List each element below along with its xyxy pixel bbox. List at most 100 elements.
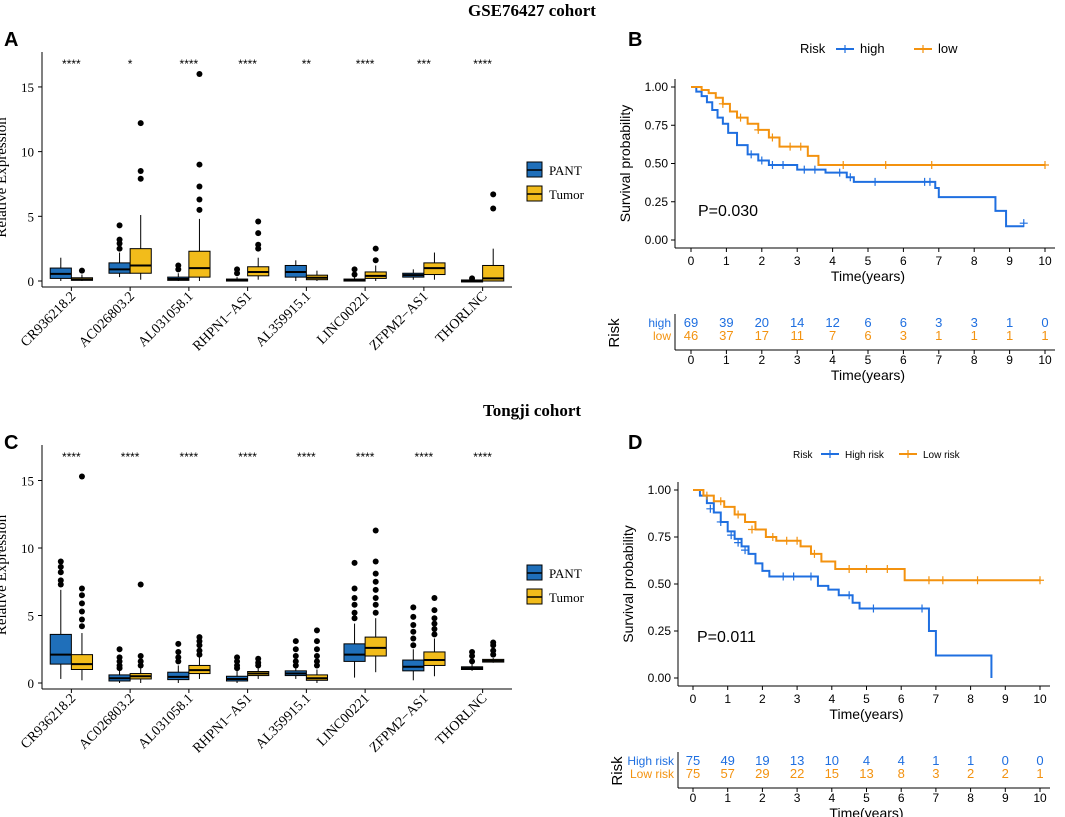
outlier-point — [372, 578, 379, 585]
outlier-point — [78, 616, 85, 623]
risk-count-high: 1 — [932, 753, 939, 768]
x-tick-label: AL359915.1 — [253, 289, 314, 350]
outlier-point — [196, 161, 203, 168]
legend-cross-high — [841, 45, 849, 53]
box-pant — [167, 671, 190, 681]
outlier-point — [372, 527, 379, 534]
risk-x-tick-label: 6 — [898, 791, 905, 805]
survival-curve-low — [691, 86, 1045, 167]
censor-mark-low — [768, 133, 777, 142]
outlier-point — [137, 175, 144, 182]
title-bottom: Tongji cohort — [483, 401, 581, 420]
outlier-point — [490, 205, 497, 212]
outlier-point — [137, 653, 144, 659]
risk-count-low: 57 — [720, 766, 734, 781]
km-x-tick-label: 7 — [935, 254, 942, 268]
outlier-point — [78, 600, 85, 607]
panel-label-c: C — [4, 432, 18, 454]
censor-mark-low — [716, 497, 725, 506]
risk-row-label-high: High risk — [627, 754, 675, 768]
censor-mark-low — [924, 576, 933, 585]
risk-count-high: 3 — [935, 315, 942, 330]
risk-count-high: 69 — [684, 315, 698, 330]
censor-mark-high — [727, 531, 736, 540]
risk-count-low: 3 — [900, 328, 907, 343]
km-x-tick-label: 8 — [967, 692, 974, 706]
outlier-point — [313, 627, 320, 634]
km-x-tick-label: 5 — [865, 254, 872, 268]
risk-count-low: 8 — [898, 766, 905, 781]
censor-mark-high — [757, 156, 766, 165]
box-pant — [343, 643, 366, 662]
x-tick-label: ZFPM2−AS1 — [367, 289, 432, 354]
km-x-tick-label: 2 — [759, 692, 766, 706]
km-x-tick-label: 7 — [933, 692, 940, 706]
censor-mark-high — [706, 504, 715, 513]
outlier-point — [372, 601, 379, 608]
x-tick-label: THORLNC — [433, 289, 490, 346]
significance-label: **** — [62, 450, 81, 464]
risk-x-tick-label: 8 — [967, 791, 974, 805]
x-tick-label: ZFPM2−AS1 — [367, 691, 432, 756]
outlier-point — [469, 658, 476, 665]
risk-count-high: 4 — [898, 753, 905, 768]
censor-mark-low — [1036, 576, 1044, 585]
outlier-point — [78, 608, 85, 615]
outlier-point — [410, 642, 417, 649]
censor-mark-high — [869, 604, 878, 613]
risk-count-high: 0 — [1036, 753, 1043, 768]
censor-mark-low — [927, 161, 936, 170]
risk-row-label-low: low — [653, 329, 671, 343]
risk-x-axis-label: Time(years) — [831, 367, 905, 383]
risk-x-tick-label: 7 — [935, 353, 942, 367]
x-tick-label: AL031058.1 — [136, 289, 197, 350]
risk-x-tick-label: 10 — [1033, 791, 1047, 805]
outlier-point — [431, 607, 438, 614]
censor-mark-high — [918, 604, 927, 613]
censor-mark-high — [806, 572, 815, 581]
km-y-tick-label: 1.00 — [648, 483, 672, 497]
km-x-tick-label: 0 — [690, 692, 697, 706]
outlier-point — [431, 594, 438, 601]
significance-label: **** — [180, 450, 199, 464]
outlier-point — [78, 592, 85, 599]
censor-mark-high — [835, 168, 844, 177]
x-tick-label: THORLNC — [433, 691, 490, 748]
risk-count-high: 0 — [1041, 315, 1048, 330]
km-y-tick-label: 0.75 — [648, 530, 672, 544]
outlier-point — [137, 120, 144, 127]
risk-count-low: 2 — [967, 766, 974, 781]
y-tick-label: 0 — [28, 274, 35, 289]
outlier-point — [372, 257, 379, 264]
outlier-point — [116, 654, 123, 661]
outlier-point — [351, 594, 358, 601]
outlier-point — [410, 604, 417, 611]
risk-count-high: 0 — [1002, 753, 1009, 768]
outlier-point — [351, 601, 358, 608]
outlier-point — [313, 653, 320, 659]
significance-label: **** — [473, 57, 492, 71]
outlier-point — [292, 638, 299, 645]
legend-label-pant: PANT — [549, 566, 582, 581]
risk-x-tick-label: 9 — [1006, 353, 1013, 367]
x-tick-label: AL031058.1 — [136, 691, 197, 752]
risk-count-high: 13 — [790, 753, 804, 768]
outlier-point — [490, 639, 497, 646]
km-y-tick-label: 0.00 — [645, 233, 669, 247]
risk-count-high: 1 — [1006, 315, 1013, 330]
box-pant — [402, 659, 425, 672]
risk-count-high: 39 — [719, 315, 733, 330]
box-tumor — [364, 636, 387, 657]
censor-mark-low — [810, 549, 819, 558]
legend-label-tumor: Tumor — [549, 187, 585, 202]
outlier-point — [351, 271, 358, 278]
km-y-tick-label: 0.50 — [645, 157, 669, 171]
censor-mark-high — [846, 173, 855, 182]
censor-mark-low — [793, 536, 802, 545]
risk-x-tick-label: 7 — [933, 791, 940, 805]
censor-mark-low — [736, 113, 745, 122]
outlier-point — [351, 585, 358, 592]
outlier-point — [372, 558, 379, 565]
risk-x-tick-label: 2 — [759, 791, 766, 805]
km-y-tick-label: 0.00 — [648, 671, 672, 685]
